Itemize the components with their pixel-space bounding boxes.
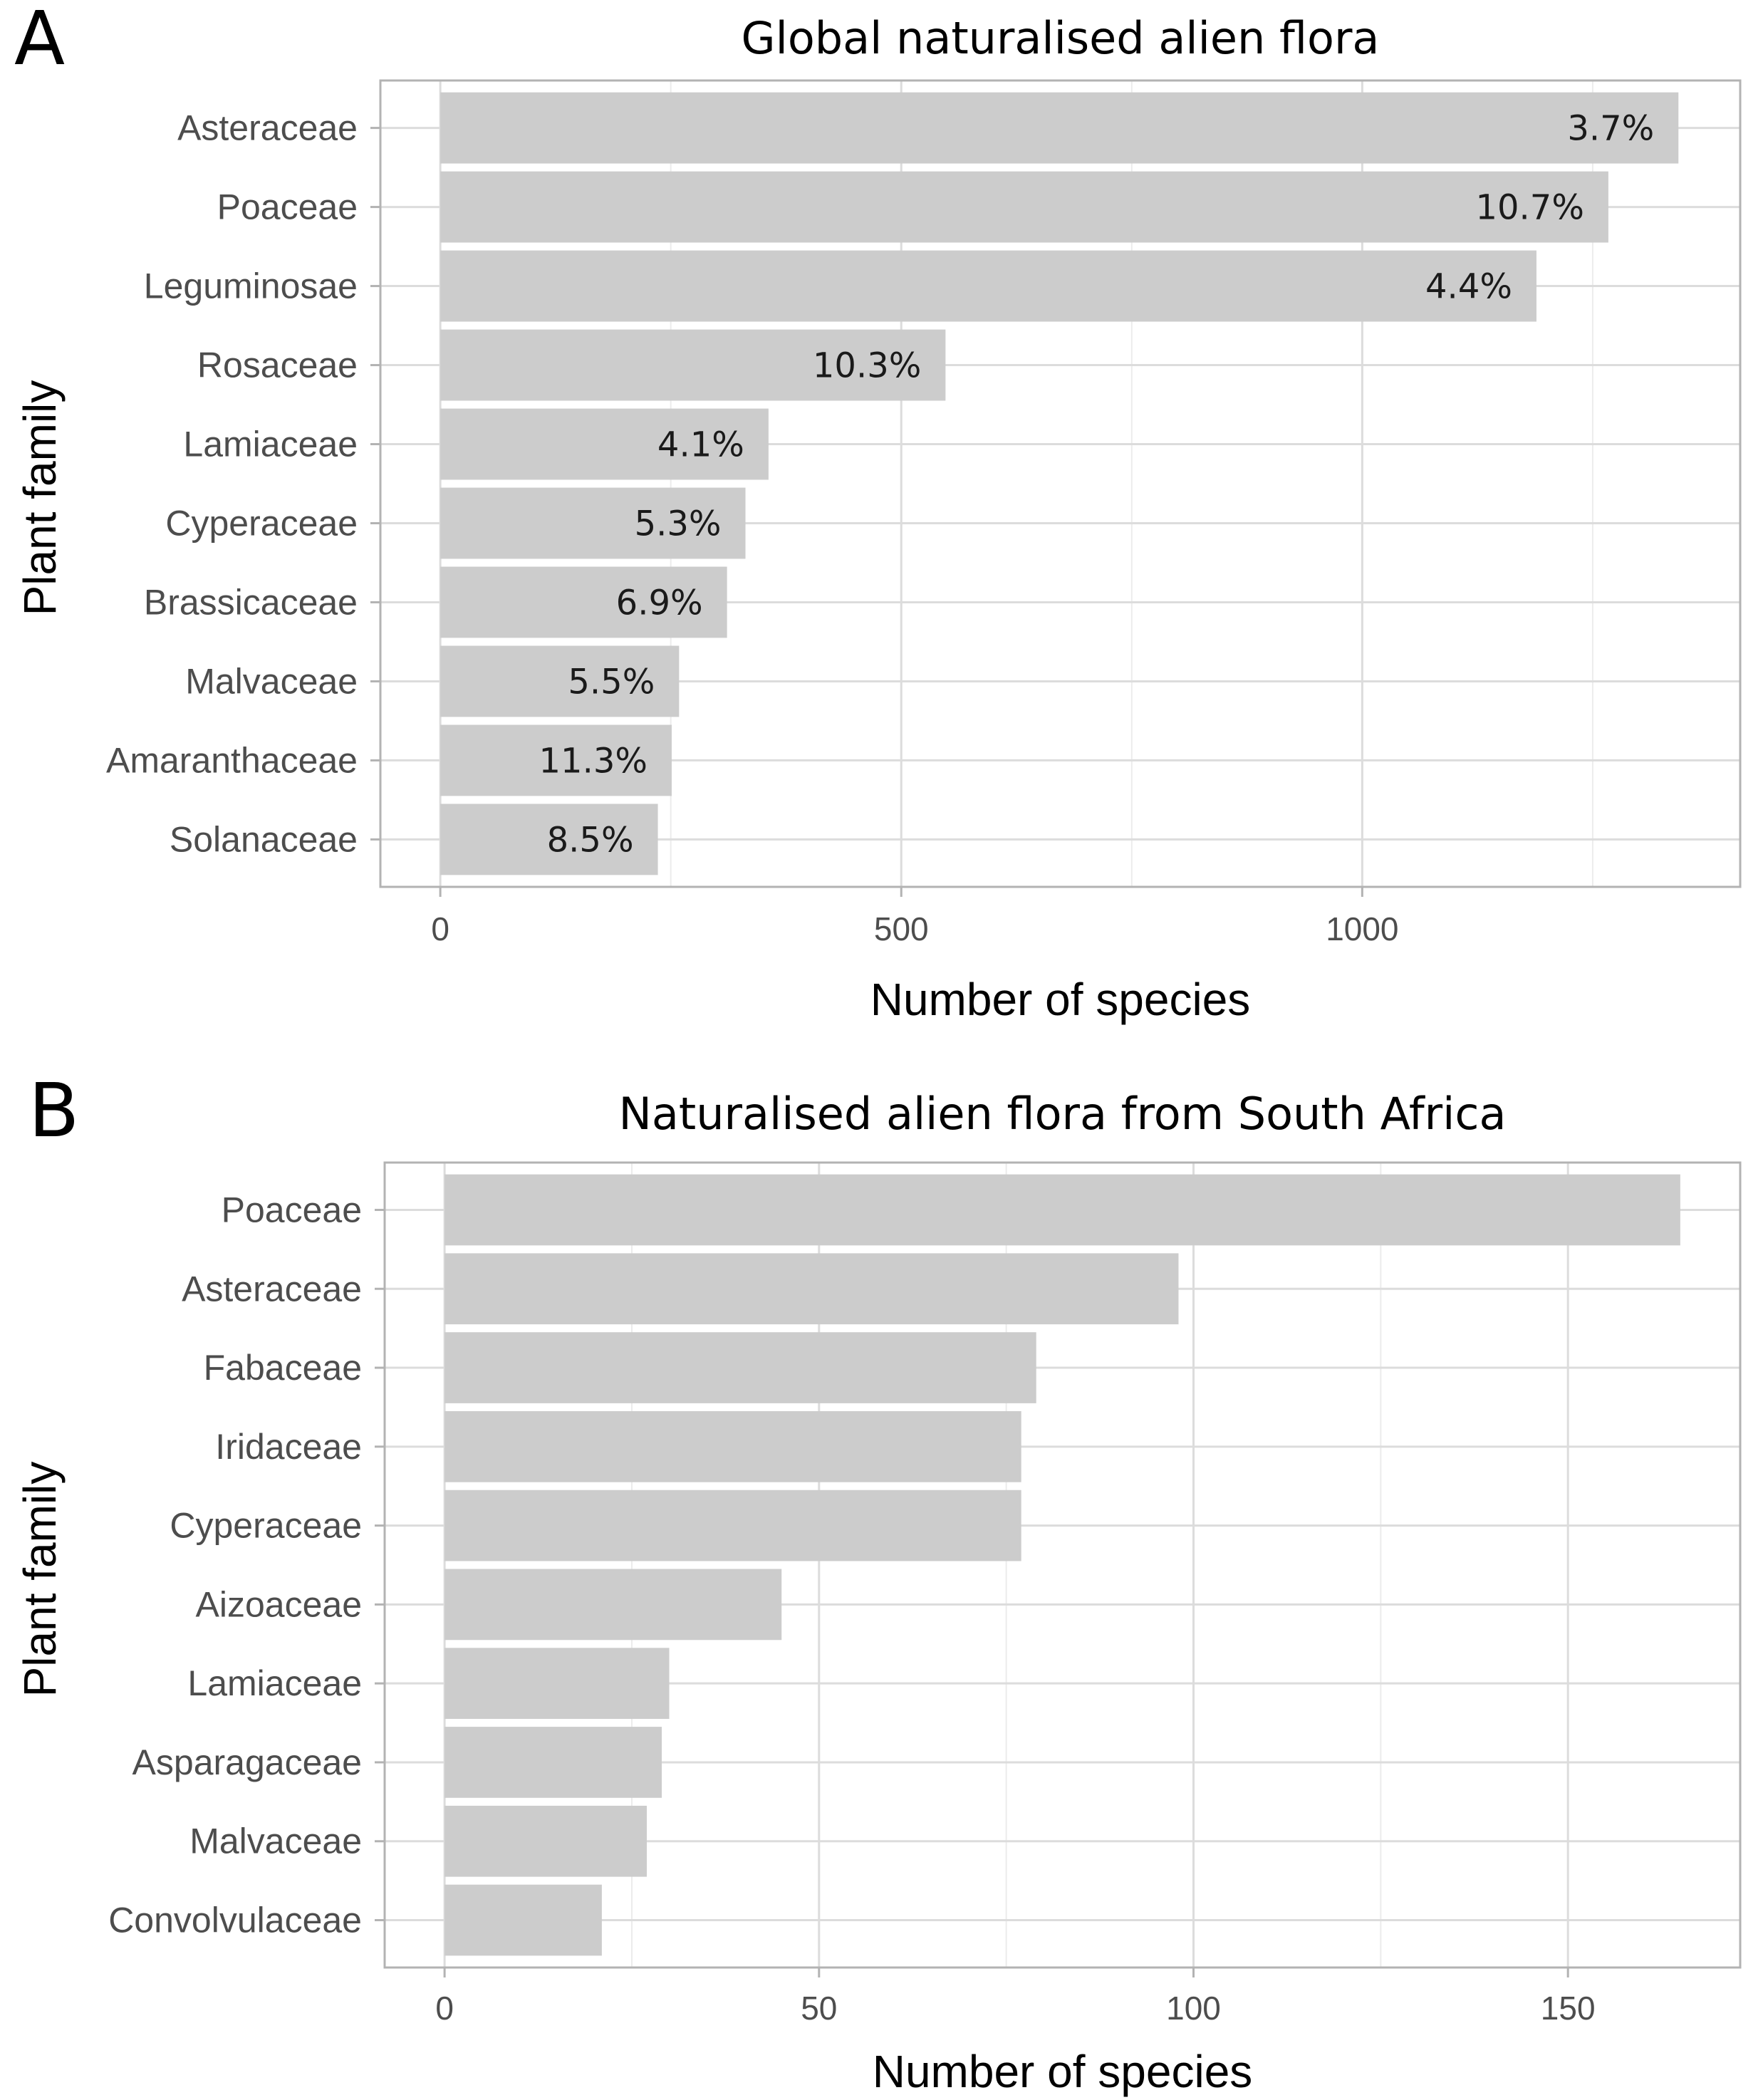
y-axis-title: Plant family <box>14 1462 66 1698</box>
bar-data-label: 4.4% <box>1425 267 1512 307</box>
y-axis-title: Plant family <box>14 380 66 616</box>
x-tick-label: 0 <box>431 910 449 947</box>
bar <box>444 1569 782 1641</box>
bar-data-label: 11.3% <box>539 741 647 781</box>
category-label: Malvaceae <box>189 1821 362 1861</box>
bar <box>440 804 658 875</box>
bar <box>444 1332 1036 1403</box>
bar <box>440 645 680 717</box>
category-label: Asteraceae <box>182 1269 362 1309</box>
panel-letter-b: B <box>28 1067 79 1154</box>
bar <box>440 171 1608 243</box>
bar-data-label: 10.3% <box>813 346 921 386</box>
bar <box>444 1648 670 1720</box>
bar <box>440 408 769 480</box>
category-label: Lamiaceae <box>187 1663 362 1703</box>
category-label: Brassicaceae <box>144 582 358 622</box>
bar-data-label: 10.7% <box>1475 188 1583 228</box>
bar-data-label: 3.7% <box>1567 109 1654 149</box>
bar-data-label: 5.3% <box>635 504 722 544</box>
bar <box>440 329 946 401</box>
bar <box>444 1884 602 1956</box>
category-label: Asparagaceae <box>132 1742 362 1782</box>
category-label: Leguminosae <box>144 266 358 306</box>
chart-panel-south-africa: Poaceae Asteraceae Fabaceae Iridaceae Cypera… <box>14 1088 1742 2097</box>
bar <box>444 1174 1680 1246</box>
x-tick-label: 100 <box>1166 1990 1221 2027</box>
category-label: Fabaceae <box>204 1348 362 1388</box>
category-label: Aizoaceae <box>196 1584 363 1624</box>
x-tick-label: 500 <box>874 910 929 947</box>
bar-data-label: 4.1% <box>657 425 744 465</box>
chart-title: Naturalised alien flora from South Afric… <box>619 1088 1507 1140</box>
bar <box>444 1490 1021 1561</box>
bar <box>440 566 727 638</box>
category-label: Solanaceae <box>170 819 358 859</box>
category-label: Convolvulaceae <box>108 1901 362 1940</box>
x-tick-label: 0 <box>435 1990 454 2027</box>
bar <box>440 487 746 559</box>
category-label: Poaceae <box>222 1190 362 1230</box>
category-label: Poaceae <box>217 187 358 227</box>
category-label: Amaranthaceae <box>106 740 358 780</box>
chart-panel-global: 3.7% 10.7% 4.4% 10.3% 4.1% 5.3% 6.9% 5.5% 11.3% 8… <box>14 12 1742 1025</box>
category-label: Cyperaceae <box>170 1506 362 1546</box>
chart-title: Global naturalised alien flora <box>742 12 1380 64</box>
bar-data-label: 6.9% <box>616 583 703 623</box>
bar <box>440 92 1679 164</box>
category-label: Cyperaceae <box>165 503 358 543</box>
x-tick-label: 1000 <box>1326 910 1398 947</box>
panel-border <box>383 1161 1742 1969</box>
bar <box>444 1727 662 1798</box>
bar-data-label: 8.5% <box>547 820 634 860</box>
x-axis-title: Number of species <box>870 974 1251 1025</box>
x-tick-label: 50 <box>801 1990 837 2027</box>
x-axis-title: Number of species <box>873 2046 1253 2097</box>
bar <box>444 1253 1179 1325</box>
category-label: Malvaceae <box>185 661 358 701</box>
bar <box>444 1805 647 1877</box>
bar <box>440 724 672 796</box>
bar-data-label: 5.5% <box>568 662 655 702</box>
panel-border <box>379 79 1742 888</box>
category-label: Lamiaceae <box>183 425 358 464</box>
panel-letter-a: A <box>14 0 65 82</box>
bar <box>444 1410 1021 1482</box>
x-tick-label: 150 <box>1541 1990 1596 2027</box>
category-label: Iridaceae <box>215 1427 362 1467</box>
category-label: Rosaceae <box>197 345 358 385</box>
bar <box>440 250 1536 322</box>
category-label: Asteraceae <box>177 108 358 148</box>
